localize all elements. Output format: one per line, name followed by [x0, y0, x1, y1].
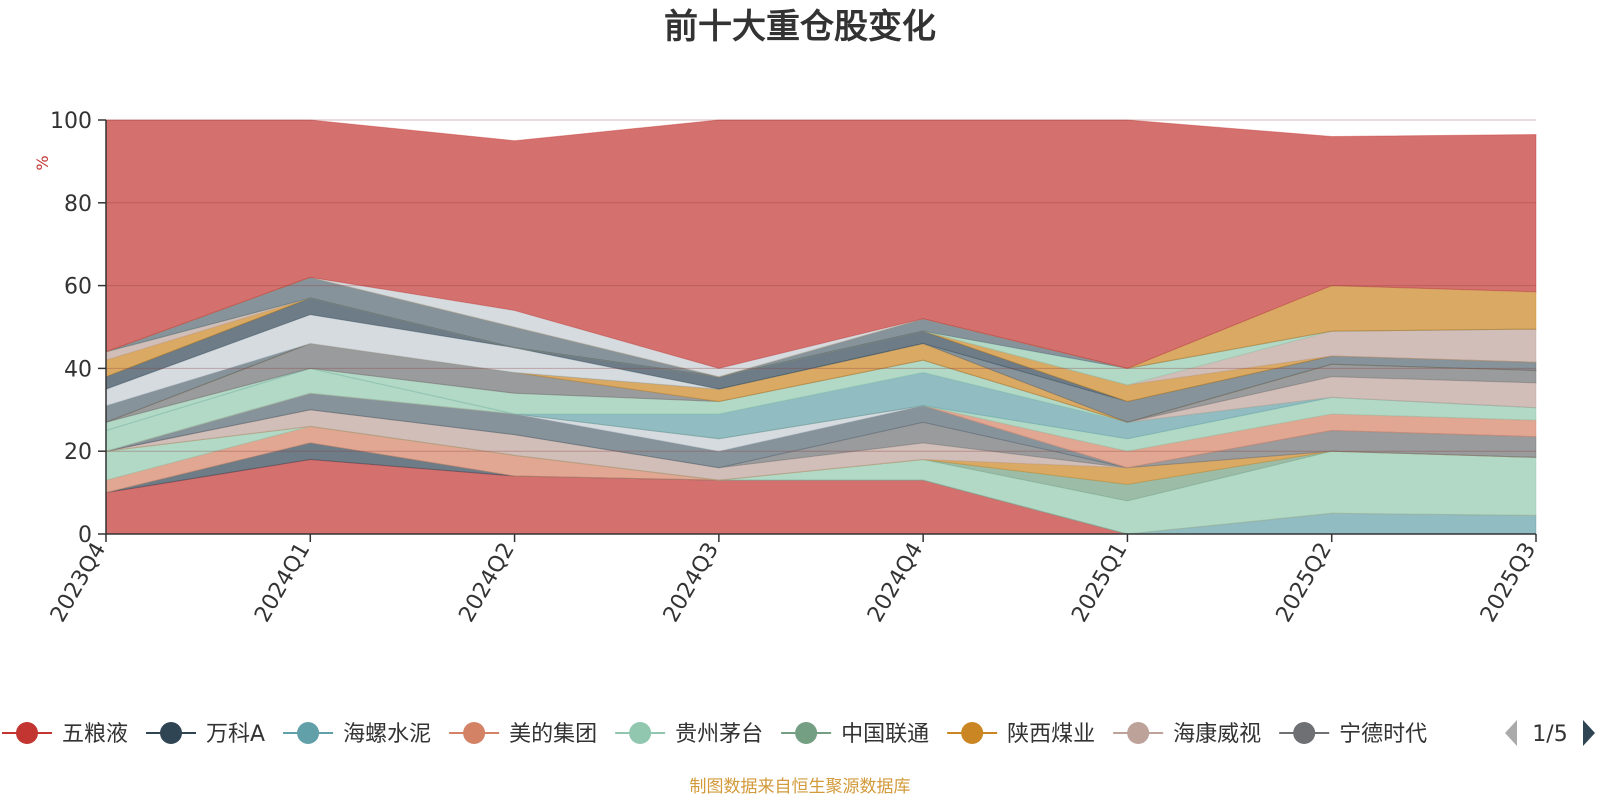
- y-tick-label-4: 80: [64, 192, 92, 217]
- legend-marker-8: [1293, 722, 1316, 744]
- legend-label-7: 海康威视: [1173, 722, 1261, 747]
- legend-label-5: 中国联通: [841, 722, 929, 747]
- x-tick-label-7: 2025Q3: [1476, 539, 1541, 627]
- x-tick-label-5: 2025Q1: [1067, 539, 1132, 627]
- area-series-22: [105, 297, 1537, 386]
- legend-item-6[interactable]: 陕西煤业: [947, 722, 1095, 747]
- area-series-19: [105, 314, 1537, 407]
- legend-page-indicator: 1/5: [1532, 722, 1567, 747]
- legend-marker-1: [160, 722, 183, 744]
- area-series-8: [105, 409, 1537, 469]
- area-series-25: [105, 276, 1537, 378]
- legend-item-1[interactable]: 万科A: [146, 722, 265, 747]
- y-tick-label-2: 40: [64, 357, 92, 382]
- area-series-15: [105, 359, 1537, 423]
- legend-prev-icon[interactable]: [1505, 720, 1517, 746]
- legend-label-8: 宁德时代: [1339, 722, 1427, 747]
- x-tick-label-6: 2025Q2: [1272, 539, 1337, 627]
- x-tick-label-0: 2023Q4: [46, 539, 111, 627]
- area-series-4: [105, 425, 1537, 535]
- area-series-11: [105, 392, 1537, 469]
- legend-label-1: 万科A: [206, 722, 265, 747]
- area-series-20: [105, 297, 1537, 403]
- area-series-1: [105, 442, 1536, 535]
- area-series-14: [105, 359, 1537, 432]
- legend-item-2[interactable]: 海螺水泥: [283, 722, 431, 747]
- x-tick-label-3: 2024Q3: [659, 539, 724, 627]
- legend-label-2: 海螺水泥: [343, 722, 431, 747]
- legend-marker-2: [297, 722, 320, 744]
- y-tick-label-1: 20: [64, 440, 92, 465]
- x-tick-label-4: 2024Q4: [863, 539, 928, 627]
- legend-marker-5: [795, 722, 818, 744]
- legend-item-7[interactable]: 海康威视: [1113, 722, 1261, 747]
- legend-item-8[interactable]: 宁德时代: [1279, 722, 1427, 747]
- legend-pager: 1/5: [1505, 720, 1595, 747]
- legend-label-6: 陕西煤业: [1007, 722, 1095, 747]
- legend-label-3: 美的集团: [509, 722, 597, 747]
- legend-item-4[interactable]: 贵州茅台: [615, 722, 763, 747]
- chart-title: 前十大重仓股变化: [664, 7, 936, 47]
- area-series-12: [105, 367, 1537, 452]
- legend-next-icon[interactable]: [1583, 720, 1595, 746]
- area-series-27: [105, 119, 1537, 369]
- y-tick-label-0: 0: [78, 523, 92, 548]
- legend-item-3[interactable]: 美的集团: [449, 722, 597, 747]
- area-series-16: [105, 343, 1537, 423]
- legend-label-0: 五粮液: [62, 722, 128, 747]
- legend-label-4: 贵州茅台: [675, 722, 763, 747]
- stacked-areas: [105, 119, 1537, 535]
- x-tick-label-1: 2024Q1: [250, 539, 315, 627]
- legend-item-0[interactable]: 五粮液: [2, 722, 128, 747]
- area-series-3: [105, 425, 1537, 535]
- legend-item-5[interactable]: 中国联通: [781, 722, 929, 747]
- data-source-note: 制图数据来自恒生聚源数据库: [690, 777, 911, 797]
- y-axis-unit: %: [33, 155, 52, 170]
- x-tick-label-2: 2024Q2: [454, 539, 519, 627]
- legend-marker-6: [961, 722, 984, 744]
- legend: 五粮液 万科A 海螺水泥 美的集团 贵州茅台 中国联通 陕西煤业 海康威视 宁德时代: [2, 722, 1427, 747]
- legend-marker-0: [16, 722, 38, 744]
- y-tick-label-5: 100: [50, 109, 92, 134]
- legend-marker-7: [1127, 722, 1150, 744]
- legend-marker-3: [463, 722, 486, 744]
- y-tick-label-3: 60: [64, 275, 92, 300]
- legend-marker-4: [629, 722, 652, 744]
